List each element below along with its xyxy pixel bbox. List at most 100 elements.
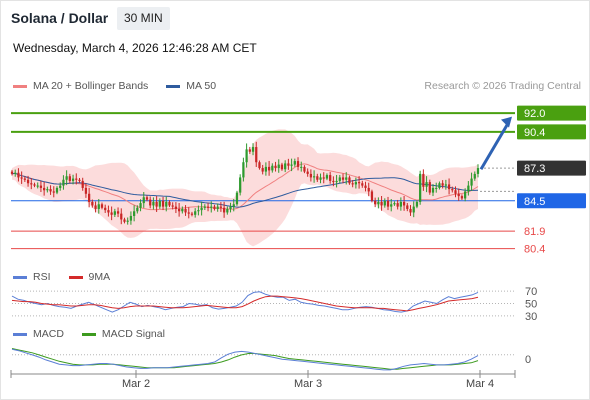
candle-body [161, 200, 165, 207]
candle-body [139, 203, 142, 208]
candle-body [216, 206, 219, 209]
forecast-arrow-shaft [479, 120, 511, 171]
candle-body [280, 164, 284, 170]
legend-rsi-swatch [13, 275, 27, 279]
candle-body [200, 207, 203, 211]
candle-body [290, 164, 293, 166]
candle-body [399, 201, 402, 207]
candle-body [267, 166, 271, 171]
candle-body [357, 182, 361, 184]
chart-header: Solana / Dollar 30 MIN [0, 0, 590, 36]
candle-body [287, 163, 290, 166]
candle-body [203, 206, 206, 208]
candle-body [261, 168, 264, 172]
level-tag-90.4 [517, 124, 586, 140]
candle-body [123, 219, 126, 222]
candle-body [68, 176, 71, 181]
candle-body [97, 204, 100, 209]
level-label-80.4: 80.4 [524, 244, 545, 256]
level-label-92.0: 92.0 [524, 108, 545, 120]
legend-rsi-label: RSI [33, 271, 51, 283]
candle-body [441, 183, 444, 186]
candle-body [473, 173, 476, 179]
candle-body [62, 179, 65, 186]
candle-body [126, 220, 129, 222]
candle-body [383, 200, 386, 206]
candle-body [242, 162, 245, 178]
candle-body [17, 172, 20, 178]
candle-body [152, 201, 155, 206]
candle-body [14, 172, 17, 174]
rsi-legend: RSI 9MA [13, 271, 128, 283]
candle-body [467, 185, 470, 192]
candle-body [335, 180, 338, 183]
legend-ma20-swatch [13, 84, 27, 88]
candle-body [341, 177, 345, 180]
candle-body [187, 212, 190, 214]
candle-body [46, 189, 49, 191]
candle-body [264, 166, 268, 172]
candle-body [415, 201, 419, 207]
candle-body [197, 210, 200, 212]
candle-body [116, 211, 120, 214]
candle-body [428, 182, 431, 193]
candle-body [351, 183, 354, 185]
candle-body [312, 176, 316, 178]
candle-body [457, 193, 460, 197]
ma50-line [11, 172, 479, 208]
candle-body [248, 149, 251, 152]
candle-body [110, 212, 113, 215]
candle-body [447, 184, 451, 190]
candle-body [258, 162, 261, 169]
candle-body [174, 206, 178, 209]
candle-body [30, 183, 33, 185]
x-axis-label: Mar 2 [122, 378, 150, 390]
candle-body [380, 201, 383, 206]
timeframe-badge[interactable]: 30 MIN [117, 7, 170, 30]
candle-body [226, 208, 229, 213]
candle-body [319, 177, 322, 180]
candle-body [409, 208, 412, 213]
candle-body [190, 213, 194, 215]
candle-body [81, 180, 84, 188]
candle-body [39, 185, 43, 188]
candle-body [277, 164, 280, 169]
level-label-81.9: 81.9 [524, 226, 545, 238]
candle-body [364, 185, 367, 188]
candle-body [338, 177, 341, 181]
candle-body [251, 147, 255, 152]
rsi-level-label-70: 70 [525, 286, 537, 298]
candle-body [129, 215, 133, 221]
candle-body [438, 183, 441, 188]
legend-rsi-9ma-label: 9MA [88, 271, 111, 283]
candle-body [91, 201, 94, 206]
candle-body [49, 189, 52, 192]
candle-body [52, 191, 55, 193]
candle-body [422, 173, 425, 187]
candle-body [390, 204, 393, 207]
candle-body [460, 196, 464, 199]
candle-body [306, 171, 309, 174]
candle-body [271, 165, 274, 171]
candle-body [316, 176, 319, 180]
candle-body [36, 185, 39, 187]
candle-body [59, 185, 62, 188]
candle-body [332, 180, 335, 183]
candle-body [219, 206, 223, 208]
legend-ma50-swatch [166, 84, 181, 88]
candle-body [177, 208, 181, 212]
candle-body [345, 177, 348, 180]
candle-body [386, 200, 390, 207]
legend-ma50: MA 50 [166, 80, 216, 92]
legend-macd: MACD [13, 328, 64, 340]
instrument-title: Solana / Dollar [11, 10, 109, 26]
candle-body [325, 175, 329, 179]
level-label-87.3: 87.3 [524, 163, 545, 175]
macd-zero-label: 0 [525, 354, 531, 366]
candle-body [107, 210, 110, 213]
x-axis-label: Mar 3 [294, 378, 322, 390]
candle-body [367, 187, 370, 192]
forecast-arrow-head [501, 116, 512, 128]
candle-body [104, 207, 107, 211]
